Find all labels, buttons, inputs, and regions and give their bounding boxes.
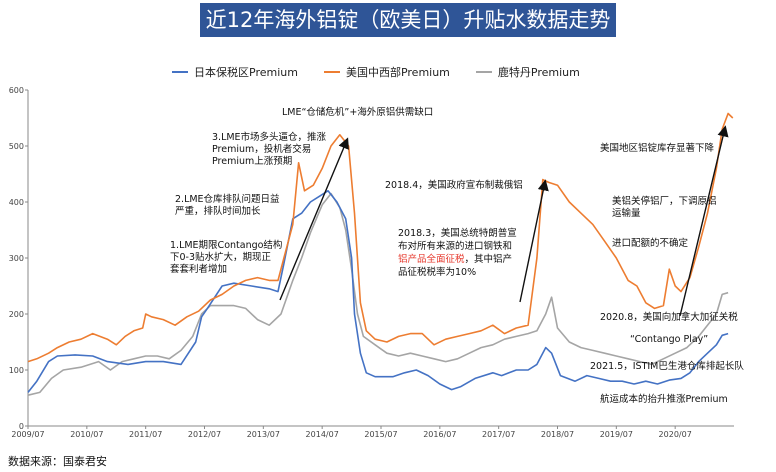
annotation-text: 套套利者增加 xyxy=(170,263,227,275)
annotation-text: LME“仓储危机”+海外原铝供需缺口 xyxy=(282,106,433,118)
annotation-text: 美铝关停铝厂，下调原铝 xyxy=(612,195,717,207)
y-tick-label: 100 xyxy=(9,366,24,375)
legend-label-us: 美国中西部Premium xyxy=(345,66,450,79)
annotation-text: 布对所有来源的进口钢铁和 xyxy=(398,240,512,252)
x-tick-label: 2009/07 xyxy=(11,430,44,439)
annotation-text: 2.LME仓库排队问题日益 xyxy=(175,193,280,205)
legend-swatch-rotterdam xyxy=(475,71,492,73)
series-line-us xyxy=(27,112,734,363)
x-tick-label: 2010/07 xyxy=(70,430,103,439)
series-line-japan xyxy=(27,190,729,393)
annotation-text: 2021.5，ISTIM巴生港仓库排起长队 xyxy=(590,360,744,372)
annotation-text: 1.LME期限Contango结构 xyxy=(170,239,282,251)
source-note: 数据来源：国泰君安 xyxy=(8,455,107,468)
x-tick-label: 2020/07 xyxy=(659,430,692,439)
y-tick-label: 300 xyxy=(9,254,24,263)
annotation-span: ，其中铝产 xyxy=(465,253,513,265)
legend-item-us: 美国中西部Premium xyxy=(323,64,450,80)
annotation-text: 运输量 xyxy=(612,207,641,219)
annotation-text: 铝产品全面征税，其中铝产 xyxy=(398,253,512,265)
y-tick-label: 0 xyxy=(19,422,24,431)
annotation-text: 下0-3贴水扩大，期现正 xyxy=(170,251,272,263)
legend-label-japan: 日本保税区Premium xyxy=(194,66,298,79)
y-tick-label: 200 xyxy=(9,310,24,319)
annotation-text: “Contango Play” xyxy=(630,334,708,345)
x-tick-label: 2011/07 xyxy=(129,430,162,439)
legend-label-rotterdam: 鹿特丹Premium xyxy=(497,66,580,79)
legend-swatch-us xyxy=(323,71,340,73)
annotation-text: Premium上涨预期 xyxy=(212,156,292,167)
y-tick-label: 400 xyxy=(9,198,24,207)
annotation-text: 3.LME市场多头逼仓，推涨 xyxy=(212,131,327,143)
legend-item-rotterdam: 鹿特丹Premium xyxy=(475,64,580,80)
legend: 日本保税区Premium 美国中西部Premium 鹿特丹Premium xyxy=(172,64,580,80)
series-line-rotterdam xyxy=(27,192,729,396)
chart-title: 近12年海外铝锭（欧美日）升贴水数据走势 xyxy=(200,3,616,37)
annotation-text: 2018.3，美国总统特朗普宣 xyxy=(398,227,517,239)
annotation-text: 品征税税率为10% xyxy=(398,266,476,278)
x-tick-label: 2015/07 xyxy=(364,430,397,439)
annotation-text: 2018.4，美国政府宣布制裁俄铝 xyxy=(385,179,523,191)
annotation-text: 严重，排队时间加长 xyxy=(175,205,261,217)
x-tick-label: 2013/07 xyxy=(247,430,280,439)
trend-arrow xyxy=(519,179,549,303)
x-tick-label: 2019/07 xyxy=(600,430,633,439)
legend-swatch-japan xyxy=(172,71,188,73)
trend-arrow xyxy=(279,137,349,301)
y-tick-label: 500 xyxy=(9,142,24,151)
legend-item-japan: 日本保税区Premium xyxy=(172,64,298,80)
y-tick-label: 600 xyxy=(9,86,24,95)
x-tick-label: 2012/07 xyxy=(188,430,221,439)
annotation-text: 2020.8，美国向加拿大加征关税 xyxy=(600,311,738,323)
annotation-text: 进口配额的不确定 xyxy=(612,237,689,249)
trend-arrow xyxy=(679,125,729,317)
annotation-text: Premium，投机者交易 xyxy=(212,143,311,155)
annotation-highlight: 铝产品全面征税 xyxy=(398,253,465,265)
annotation-text: 航运成本的抬升推涨Premium xyxy=(600,393,728,405)
x-tick-label: 2018/07 xyxy=(541,430,574,439)
x-tick-label: 2016/07 xyxy=(423,430,456,439)
x-tick-label: 2014/07 xyxy=(306,430,339,439)
x-tick-label: 2017/07 xyxy=(482,430,515,439)
annotation-text: 美国地区铝锭库存显著下降 xyxy=(600,142,715,154)
